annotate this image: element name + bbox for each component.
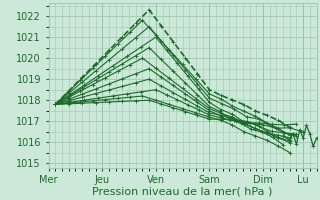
X-axis label: Pression niveau de la mer( hPa ): Pression niveau de la mer( hPa ) [92,187,273,197]
